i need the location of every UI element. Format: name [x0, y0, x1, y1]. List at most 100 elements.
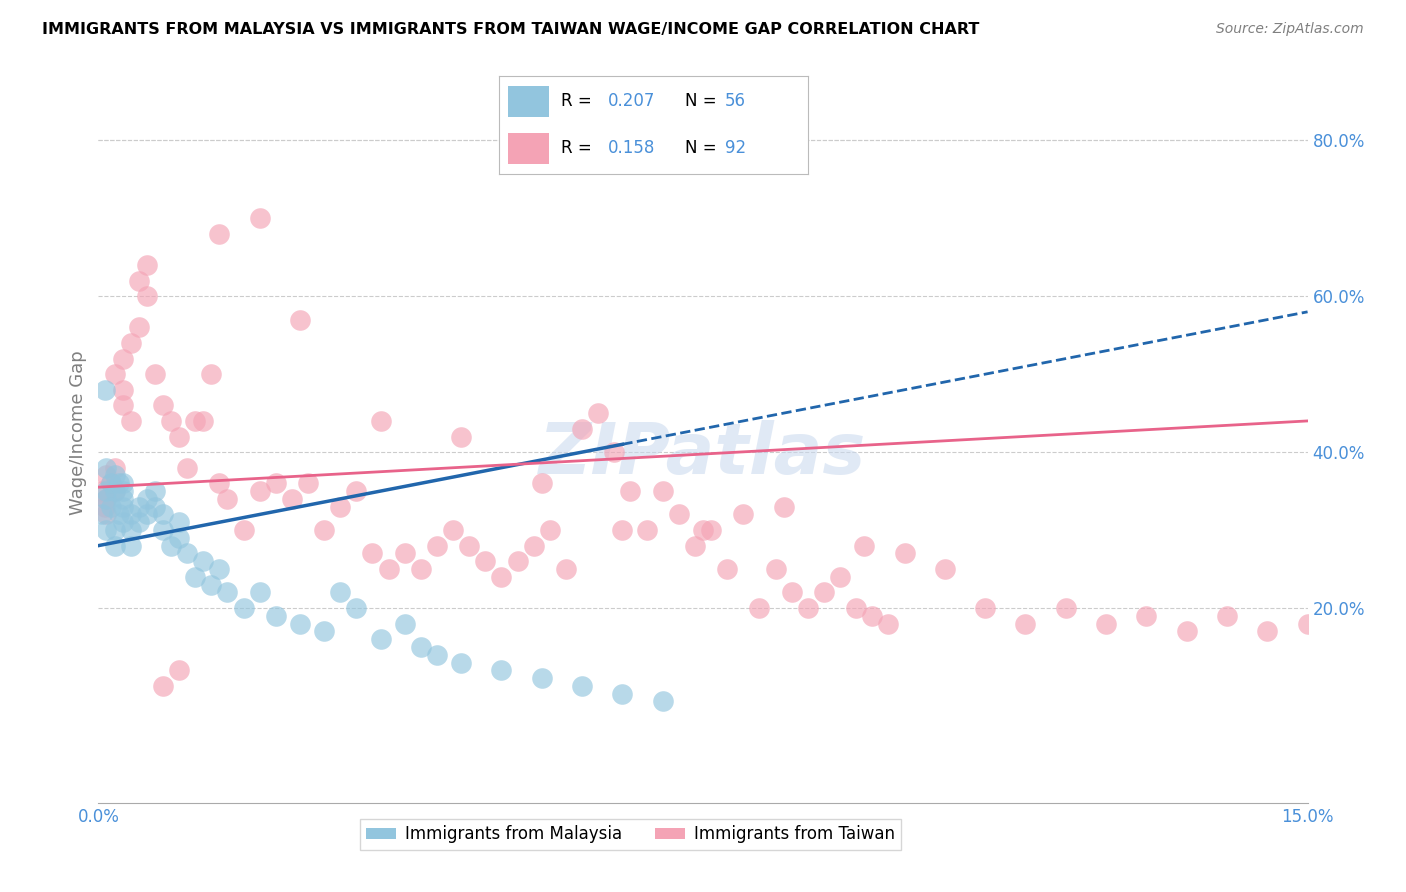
Point [314, 523, 336, 537]
Point [100, 476, 122, 491]
Point [208, 562, 231, 576]
Point [314, 624, 336, 639]
Point [409, 640, 432, 654]
Point [1256, 624, 1278, 639]
Point [619, 484, 641, 499]
Point [426, 539, 449, 553]
Point [208, 476, 231, 491]
Point [103, 484, 125, 499]
Point [94, 383, 117, 397]
Point [152, 679, 174, 693]
Point [853, 539, 876, 553]
Point [200, 577, 222, 591]
Point [288, 312, 311, 326]
Point [491, 663, 513, 677]
Point [120, 414, 142, 428]
Text: R =: R = [561, 93, 598, 111]
Point [143, 484, 166, 499]
Point [1095, 616, 1118, 631]
Point [193, 554, 215, 568]
Text: N =: N = [685, 139, 721, 157]
Point [120, 523, 142, 537]
Point [217, 585, 239, 599]
Point [845, 601, 868, 615]
Point [152, 398, 174, 412]
Point [167, 429, 190, 443]
Point [877, 616, 900, 631]
Point [1135, 608, 1157, 623]
Point [103, 484, 125, 499]
Point [441, 523, 464, 537]
Point [160, 539, 183, 553]
Point [135, 508, 157, 522]
Point [111, 398, 134, 412]
Point [100, 500, 122, 514]
Point [780, 585, 803, 599]
Bar [509, 133, 548, 164]
Point [94, 500, 117, 514]
Point [603, 445, 626, 459]
Point [120, 336, 142, 351]
Point [91, 484, 114, 499]
Point [249, 211, 271, 226]
Point [394, 616, 416, 631]
Point [860, 608, 883, 623]
Bar [509, 86, 548, 117]
Point [103, 460, 125, 475]
Point [700, 523, 723, 537]
Point [208, 227, 231, 241]
Point [200, 367, 222, 381]
Point [184, 414, 207, 428]
Point [612, 687, 634, 701]
Point [668, 508, 690, 522]
Point [96, 491, 118, 506]
Point [765, 562, 787, 576]
Point [103, 468, 125, 483]
Point [193, 414, 215, 428]
Point [96, 468, 118, 483]
Text: 0.158: 0.158 [607, 139, 655, 157]
Point [217, 491, 239, 506]
Text: N =: N = [685, 93, 721, 111]
Point [100, 476, 122, 491]
Point [167, 515, 190, 529]
Point [103, 523, 125, 537]
Text: 0.207: 0.207 [607, 93, 655, 111]
Point [111, 351, 134, 366]
Point [176, 460, 198, 475]
Point [474, 554, 496, 568]
Point [458, 539, 481, 553]
Point [111, 491, 134, 506]
Text: IMMIGRANTS FROM MALAYSIA VS IMMIGRANTS FROM TAIWAN WAGE/INCOME GAP CORRELATION C: IMMIGRANTS FROM MALAYSIA VS IMMIGRANTS F… [42, 22, 980, 37]
Point [143, 367, 166, 381]
Point [692, 523, 714, 537]
Point [249, 484, 271, 499]
Point [96, 508, 118, 522]
Point [733, 508, 755, 522]
Point [974, 601, 997, 615]
Y-axis label: Wage/Income Gap: Wage/Income Gap [69, 351, 87, 515]
Point [167, 531, 190, 545]
Text: 56: 56 [725, 93, 747, 111]
Point [612, 523, 634, 537]
Text: ZIPatlas: ZIPatlas [540, 420, 866, 490]
Point [1014, 616, 1036, 631]
Point [103, 539, 125, 553]
Point [651, 694, 673, 708]
Point [135, 491, 157, 506]
Point [1054, 601, 1077, 615]
Point [264, 476, 287, 491]
Point [491, 570, 513, 584]
Point [297, 476, 319, 491]
Point [1175, 624, 1198, 639]
Point [96, 460, 118, 475]
Point [152, 508, 174, 522]
Point [232, 523, 254, 537]
Point [167, 663, 190, 677]
Point [370, 414, 392, 428]
Point [409, 562, 432, 576]
Point [716, 562, 738, 576]
Point [96, 491, 118, 506]
Point [538, 523, 561, 537]
Point [523, 539, 546, 553]
